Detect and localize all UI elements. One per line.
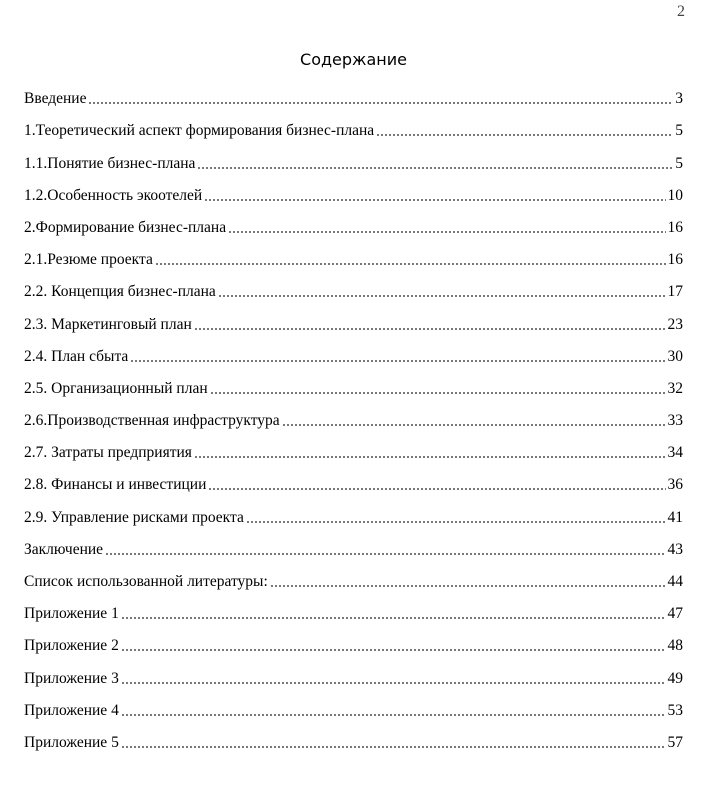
toc-entry[interactable]: 1.1.Понятие бизнес-плана 5 xyxy=(24,142,683,174)
toc-entry-page: 43 xyxy=(667,540,684,558)
toc-entry-page: 17 xyxy=(667,283,684,301)
toc-entry[interactable]: 2.4. План сбыта 30 xyxy=(24,336,683,368)
toc-entry-page: 34 xyxy=(667,444,684,462)
dot-leader xyxy=(228,229,666,234)
toc-entry-page: 57 xyxy=(667,733,684,751)
toc-entry-title: 2.1.Резюме проекта xyxy=(24,251,153,269)
toc-entry-title: 2.8. Финансы и инвестиции xyxy=(24,476,207,494)
toc-entry-page: 16 xyxy=(667,251,684,269)
dot-leader xyxy=(130,358,666,363)
toc-entry-title: Приложение 3 xyxy=(24,669,119,687)
toc-entry-page: 36 xyxy=(667,476,684,494)
dot-leader xyxy=(376,133,674,138)
dot-leader xyxy=(193,455,666,460)
table-of-contents: Введение 3 1.Теоретический аспект формиров… xyxy=(24,78,683,754)
dot-leader xyxy=(120,680,666,685)
dot-leader xyxy=(217,294,666,299)
toc-entry[interactable]: 2.7. Затраты предприятия 34 xyxy=(24,432,683,464)
toc-entry[interactable]: 2.8. Финансы и инвестиции 36 xyxy=(24,464,683,496)
toc-entry-title: 2.5. Организационный план xyxy=(24,379,208,397)
toc-entry-title: 1.1.Понятие бизнес-плана xyxy=(24,154,196,172)
toc-entry[interactable]: 2.1.Резюме проекта 16 xyxy=(24,239,683,271)
toc-entry[interactable]: 2.2. Концепция бизнес-плана 17 xyxy=(24,271,683,303)
toc-entry[interactable]: 2.5. Организационный план 32 xyxy=(24,368,683,400)
dot-leader xyxy=(209,390,666,395)
toc-entry-page: 41 xyxy=(667,508,684,526)
toc-entry-page: 10 xyxy=(667,186,684,204)
dot-leader xyxy=(204,197,666,202)
toc-entry[interactable]: Приложение 2 48 xyxy=(24,625,683,657)
toc-entry[interactable]: Приложение 5 57 xyxy=(24,722,683,754)
toc-entry-title: Введение xyxy=(24,90,87,108)
toc-entry-title: 1.2.Особенность экоотелей xyxy=(24,186,203,204)
toc-entry-page: 49 xyxy=(667,669,684,687)
toc-entry[interactable]: 1.Теоретический аспект формирования бизн… xyxy=(24,110,683,142)
toc-entry-title: 2.7. Затраты предприятия xyxy=(24,444,192,462)
dot-leader xyxy=(120,616,666,621)
toc-entry-title: Приложение 1 xyxy=(24,605,119,623)
toc-entry[interactable]: Приложение 3 49 xyxy=(24,657,683,689)
toc-entry-title: 2.3. Маркетинговый план xyxy=(24,315,192,333)
toc-entry[interactable]: Приложение 1 47 xyxy=(24,593,683,625)
toc-entry-title: 2.Формирование бизнес-плана xyxy=(24,218,227,236)
toc-entry-title: Приложение 2 xyxy=(24,637,119,655)
toc-entry-title: Заключение xyxy=(24,540,104,558)
toc-entry-page: 3 xyxy=(675,90,683,108)
dot-leader xyxy=(193,326,666,331)
toc-entry[interactable]: Заключение 43 xyxy=(24,529,683,561)
toc-entry-page: 44 xyxy=(667,573,684,590)
dot-leader xyxy=(197,165,674,170)
dot-leader xyxy=(120,744,666,749)
dot-leader xyxy=(120,712,666,717)
toc-entry[interactable]: Список использованной литературы: 44 xyxy=(24,561,683,593)
toc-entry-page: 47 xyxy=(667,605,684,623)
toc-entry-page: 33 xyxy=(667,412,684,430)
toc-entry[interactable]: 1.2.Особенность экоотелей 10 xyxy=(24,175,683,207)
page-number: 2 xyxy=(677,3,685,20)
dot-leader xyxy=(120,648,666,653)
toc-entry-title: 1.Теоретический аспект формирования бизн… xyxy=(24,122,375,140)
dot-leader xyxy=(105,551,666,556)
toc-entry-page: 30 xyxy=(667,347,684,365)
toc-entry-title: 2.9. Управление рисками проекта xyxy=(24,508,244,526)
toc-entry-page: 23 xyxy=(667,315,684,333)
page-title: Содержание xyxy=(300,50,407,69)
dot-leader xyxy=(281,423,666,428)
toc-entry-title: 2.4. План сбыта xyxy=(24,347,129,365)
toc-entry[interactable]: 2.6.Производственная инфраструктура 33 xyxy=(24,400,683,432)
toc-entry-page: 53 xyxy=(667,701,684,719)
dot-leader xyxy=(245,519,666,524)
toc-entry-page: 32 xyxy=(667,379,684,397)
toc-entry-page: 5 xyxy=(675,154,683,172)
toc-entry[interactable]: 2.9. Управление рисками проекта 41 xyxy=(24,496,683,528)
toc-entry[interactable]: 2.3. Маркетинговый план 23 xyxy=(24,303,683,335)
toc-entry[interactable]: Введение 3 xyxy=(24,78,683,110)
toc-entry-page: 5 xyxy=(675,122,683,140)
toc-entry[interactable]: Приложение 4 53 xyxy=(24,690,683,722)
toc-entry[interactable]: 2.Формирование бизнес-плана 16 xyxy=(24,207,683,239)
toc-entry-title: 2.2. Концепция бизнес-плана xyxy=(24,283,216,301)
toc-entry-title: Список использованной литературы: xyxy=(24,573,268,590)
toc-entry-title: Приложение 5 xyxy=(24,733,119,751)
toc-entry-title: Приложение 4 xyxy=(24,701,119,719)
toc-entry-title: 2.6.Производственная инфраструктура xyxy=(24,412,280,430)
toc-entry-page: 16 xyxy=(667,218,684,236)
dot-leader xyxy=(269,584,666,588)
toc-entry-page: 48 xyxy=(667,637,684,655)
dot-leader xyxy=(88,101,674,106)
dot-leader xyxy=(208,487,666,492)
dot-leader xyxy=(154,262,666,267)
